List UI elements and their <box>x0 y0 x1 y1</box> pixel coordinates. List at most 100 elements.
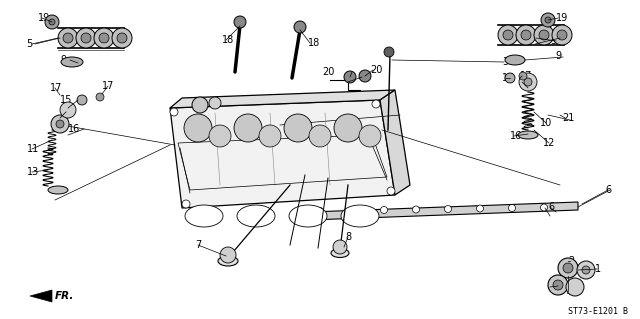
Text: 19: 19 <box>556 13 568 23</box>
Text: 3: 3 <box>502 57 508 67</box>
Text: 21: 21 <box>562 113 574 123</box>
Circle shape <box>553 280 563 290</box>
Circle shape <box>519 72 527 80</box>
Text: 18: 18 <box>222 35 234 45</box>
Circle shape <box>81 33 91 43</box>
Text: 10: 10 <box>540 118 552 128</box>
Ellipse shape <box>48 186 68 194</box>
Text: 8: 8 <box>345 232 351 242</box>
Circle shape <box>284 114 312 142</box>
Text: 16: 16 <box>510 131 522 141</box>
Circle shape <box>56 120 64 128</box>
Ellipse shape <box>218 256 238 266</box>
Text: 20: 20 <box>370 65 382 75</box>
Text: 9: 9 <box>555 51 561 61</box>
Text: 11: 11 <box>27 144 39 154</box>
Text: 2: 2 <box>568 256 574 266</box>
Text: 15: 15 <box>518 77 531 87</box>
Text: 14: 14 <box>62 107 74 117</box>
Polygon shape <box>170 90 395 108</box>
Circle shape <box>96 93 104 101</box>
Circle shape <box>63 33 73 43</box>
Circle shape <box>566 278 584 296</box>
Text: 16: 16 <box>68 124 80 134</box>
Text: 17: 17 <box>50 83 62 93</box>
Text: 2: 2 <box>548 282 554 292</box>
Circle shape <box>182 200 190 208</box>
Text: 20: 20 <box>323 67 335 77</box>
Polygon shape <box>30 290 52 302</box>
Text: ST73-E1201 B: ST73-E1201 B <box>568 308 628 316</box>
Circle shape <box>541 204 547 211</box>
Circle shape <box>45 15 59 29</box>
Circle shape <box>387 187 395 195</box>
Text: 7: 7 <box>195 240 201 250</box>
Text: 5: 5 <box>26 39 32 49</box>
Circle shape <box>534 25 554 45</box>
Circle shape <box>541 13 555 27</box>
Circle shape <box>545 17 551 23</box>
Circle shape <box>349 207 355 214</box>
Circle shape <box>192 97 208 113</box>
Circle shape <box>519 73 537 91</box>
Text: 1: 1 <box>566 286 572 296</box>
Circle shape <box>234 114 262 142</box>
Circle shape <box>445 205 451 212</box>
Circle shape <box>509 204 515 211</box>
Circle shape <box>563 263 573 273</box>
Ellipse shape <box>289 205 327 227</box>
Circle shape <box>259 125 281 147</box>
Circle shape <box>60 102 76 118</box>
Text: 19: 19 <box>38 13 51 23</box>
Circle shape <box>117 33 127 43</box>
Circle shape <box>99 33 109 43</box>
Circle shape <box>77 95 87 105</box>
Circle shape <box>413 206 419 213</box>
Text: 17: 17 <box>520 71 532 81</box>
Circle shape <box>557 30 567 40</box>
Circle shape <box>184 114 212 142</box>
Circle shape <box>49 19 55 25</box>
Circle shape <box>498 25 518 45</box>
Circle shape <box>94 28 114 48</box>
Circle shape <box>372 100 380 108</box>
Text: 13: 13 <box>27 167 39 177</box>
Circle shape <box>51 115 69 133</box>
Circle shape <box>58 28 78 48</box>
Ellipse shape <box>518 131 538 139</box>
Ellipse shape <box>185 205 223 227</box>
Text: FR.: FR. <box>55 291 74 301</box>
Circle shape <box>521 30 531 40</box>
Text: 12: 12 <box>543 138 556 148</box>
Circle shape <box>112 28 132 48</box>
Text: 4: 4 <box>360 72 366 82</box>
Circle shape <box>582 266 590 274</box>
Ellipse shape <box>505 55 525 65</box>
Circle shape <box>220 247 236 263</box>
Text: 15: 15 <box>60 95 72 105</box>
Circle shape <box>548 275 568 295</box>
Circle shape <box>317 207 323 214</box>
Circle shape <box>524 78 532 86</box>
Text: 6: 6 <box>548 202 554 212</box>
Circle shape <box>577 261 595 279</box>
Text: 17: 17 <box>102 81 115 91</box>
Circle shape <box>381 206 387 213</box>
Circle shape <box>234 16 246 28</box>
Circle shape <box>344 71 356 83</box>
Circle shape <box>359 125 381 147</box>
Polygon shape <box>170 100 395 208</box>
Text: 9: 9 <box>60 55 66 65</box>
Circle shape <box>552 25 572 45</box>
Ellipse shape <box>341 205 379 227</box>
Circle shape <box>76 28 96 48</box>
Circle shape <box>359 70 371 82</box>
Circle shape <box>539 30 549 40</box>
Circle shape <box>516 25 536 45</box>
Circle shape <box>333 240 347 254</box>
Text: 1: 1 <box>595 264 601 274</box>
Ellipse shape <box>237 205 275 227</box>
Polygon shape <box>380 90 410 195</box>
Circle shape <box>294 21 306 33</box>
Polygon shape <box>310 202 578 220</box>
